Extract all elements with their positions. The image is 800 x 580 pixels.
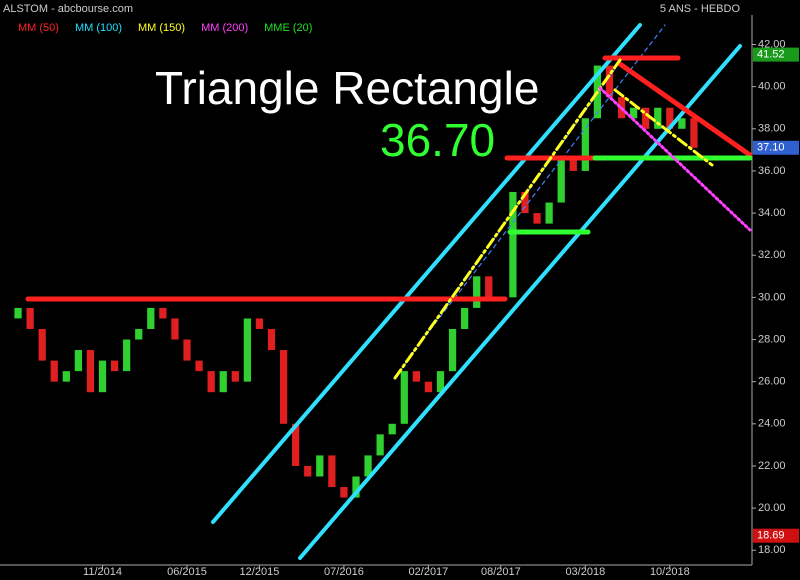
y-tick-label: 38.00	[758, 123, 786, 135]
x-tick-label: 10/2018	[650, 566, 690, 578]
candle-body	[38, 328, 46, 361]
candle-body	[14, 307, 22, 319]
trend-line	[598, 86, 752, 232]
channel-line	[211, 23, 642, 524]
candle-body	[533, 213, 541, 224]
price-tag-label: 18.69	[757, 530, 785, 542]
candle-body	[50, 360, 58, 382]
price-tag	[753, 140, 799, 155]
candle-body	[279, 350, 288, 424]
candle-body	[110, 360, 119, 372]
candle-body	[448, 328, 457, 372]
legend-label: MM (200)	[201, 22, 248, 34]
candle-body	[147, 307, 155, 329]
candle-body	[207, 371, 215, 393]
candle-body	[545, 202, 553, 224]
candle-body	[666, 107, 674, 129]
candle-body	[521, 192, 529, 214]
candle-body	[581, 118, 589, 171]
candle-body	[267, 328, 276, 351]
trend-line	[613, 88, 714, 167]
candle-body	[340, 487, 348, 498]
candle-body	[316, 455, 324, 477]
x-tick-label: 06/2015	[167, 566, 207, 578]
y-tick-label: 36.00	[758, 165, 786, 177]
candle-body	[243, 318, 251, 382]
candle-body	[461, 307, 469, 329]
legend-label: MM (100)	[75, 22, 122, 34]
candle-body	[376, 434, 384, 456]
trend-lines	[25, 23, 753, 560]
chart-title: ALSTOM - abcbourse.com	[3, 3, 133, 15]
candle-body	[388, 423, 396, 435]
candle-body	[352, 476, 360, 498]
candle-body	[654, 107, 662, 129]
y-tick-label: 18.00	[758, 544, 786, 556]
x-tick-label: 07/2016	[324, 566, 364, 578]
candle-body	[171, 318, 179, 340]
candle-body	[569, 160, 577, 171]
y-tick-label: 28.00	[758, 333, 786, 345]
legend-label: MM (50)	[18, 22, 59, 34]
price-tag-label: 37.10	[757, 142, 785, 154]
price-tag	[753, 47, 799, 62]
candle-body	[86, 350, 95, 393]
resistance-line	[617, 61, 753, 158]
candle-body	[123, 339, 131, 372]
y-tick-label: 24.00	[758, 418, 786, 430]
candle-body	[135, 328, 143, 340]
y-tick-label: 30.00	[758, 291, 786, 303]
candle-body	[690, 118, 698, 148]
y-tick-label: 26.00	[758, 376, 786, 388]
annotation: Triangle Rectangle	[155, 62, 539, 114]
y-tick-label: 22.00	[758, 460, 786, 472]
legend-label: MME (20)	[264, 22, 312, 34]
candle-body	[219, 371, 227, 393]
candle-body	[292, 423, 300, 466]
x-tick-label: 12/2015	[240, 566, 280, 578]
candle-body	[62, 371, 70, 382]
candle-body	[424, 381, 433, 393]
y-tick-label: 40.00	[758, 81, 786, 93]
y-tick-label: 34.00	[758, 207, 786, 219]
candle-body	[26, 307, 34, 329]
candle-body	[436, 371, 445, 393]
candle-body	[473, 276, 481, 308]
candle-body	[364, 455, 372, 477]
candle-body	[195, 360, 203, 372]
candle-body	[328, 455, 336, 488]
trend-line	[393, 58, 622, 380]
x-tick-label: 02/2017	[409, 566, 449, 578]
trend-line	[429, 24, 666, 331]
candle-body	[304, 465, 312, 477]
candle-body	[255, 318, 264, 329]
candle-body	[509, 192, 517, 298]
x-tick-label: 11/2014	[83, 566, 122, 578]
annotation: 36.70	[380, 114, 495, 166]
y-tick-label: 42.00	[758, 38, 786, 50]
candle-body	[485, 276, 493, 298]
x-tick-label: 03/2018	[565, 566, 605, 578]
chart-subtitle: 5 ANS - HEBDO	[660, 3, 741, 15]
y-tick-label: 20.00	[758, 502, 786, 514]
candle-body	[678, 118, 686, 129]
x-tick-label: 08/2017	[481, 566, 521, 578]
candle-body	[557, 160, 565, 203]
price-tag-label: 41.52	[757, 49, 785, 61]
candle-body	[98, 360, 107, 393]
candle-body	[412, 371, 420, 382]
candle-body	[400, 371, 408, 424]
y-tick-label: 32.00	[758, 249, 786, 261]
candle-body	[159, 307, 167, 319]
candle-body	[629, 107, 638, 119]
candle-body	[642, 107, 650, 129]
candle-body	[74, 350, 83, 372]
candle-body	[605, 65, 614, 98]
candle-body	[231, 371, 239, 382]
legend-label: MM (150)	[138, 22, 185, 34]
candle-body	[183, 339, 191, 361]
price-tag	[753, 528, 799, 543]
